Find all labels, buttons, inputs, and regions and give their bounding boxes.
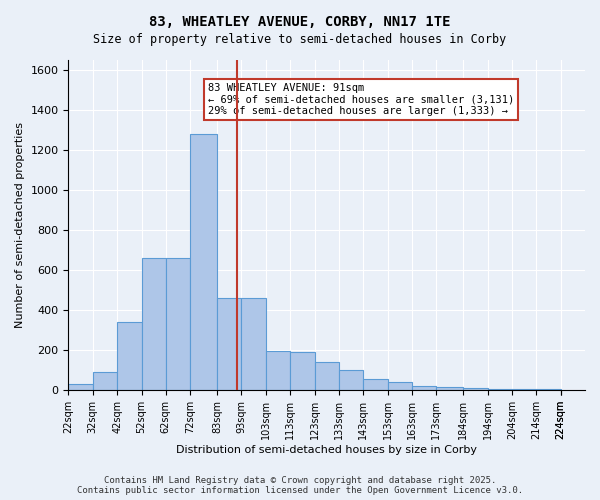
Bar (68, 384, 93, 390)
Bar (166, 258, 190, 390)
Bar (93, 372, 117, 390)
Bar (117, 322, 142, 390)
Bar (217, 298, 241, 390)
Bar (436, 388, 463, 390)
Bar (290, 352, 314, 391)
Text: 83, WHEATLEY AVENUE, CORBY, NN17 1TE: 83, WHEATLEY AVENUE, CORBY, NN17 1TE (149, 15, 451, 29)
Bar (190, 134, 217, 390)
Bar (142, 258, 166, 390)
Bar (241, 298, 266, 390)
Text: Size of property relative to semi-detached houses in Corby: Size of property relative to semi-detach… (94, 32, 506, 46)
Bar (339, 370, 363, 390)
Y-axis label: Number of semi-detached properties: Number of semi-detached properties (15, 122, 25, 328)
X-axis label: Distribution of semi-detached houses by size in Corby: Distribution of semi-detached houses by … (176, 445, 477, 455)
Text: 83 WHEATLEY AVENUE: 91sqm
← 69% of semi-detached houses are smaller (3,131)
29% : 83 WHEATLEY AVENUE: 91sqm ← 69% of semi-… (208, 83, 514, 116)
Bar (412, 386, 436, 390)
Bar (314, 362, 339, 390)
Bar (266, 352, 290, 391)
Bar (388, 382, 412, 390)
Bar (363, 380, 388, 390)
Bar (463, 388, 488, 390)
Text: Contains HM Land Registry data © Crown copyright and database right 2025.
Contai: Contains HM Land Registry data © Crown c… (77, 476, 523, 495)
